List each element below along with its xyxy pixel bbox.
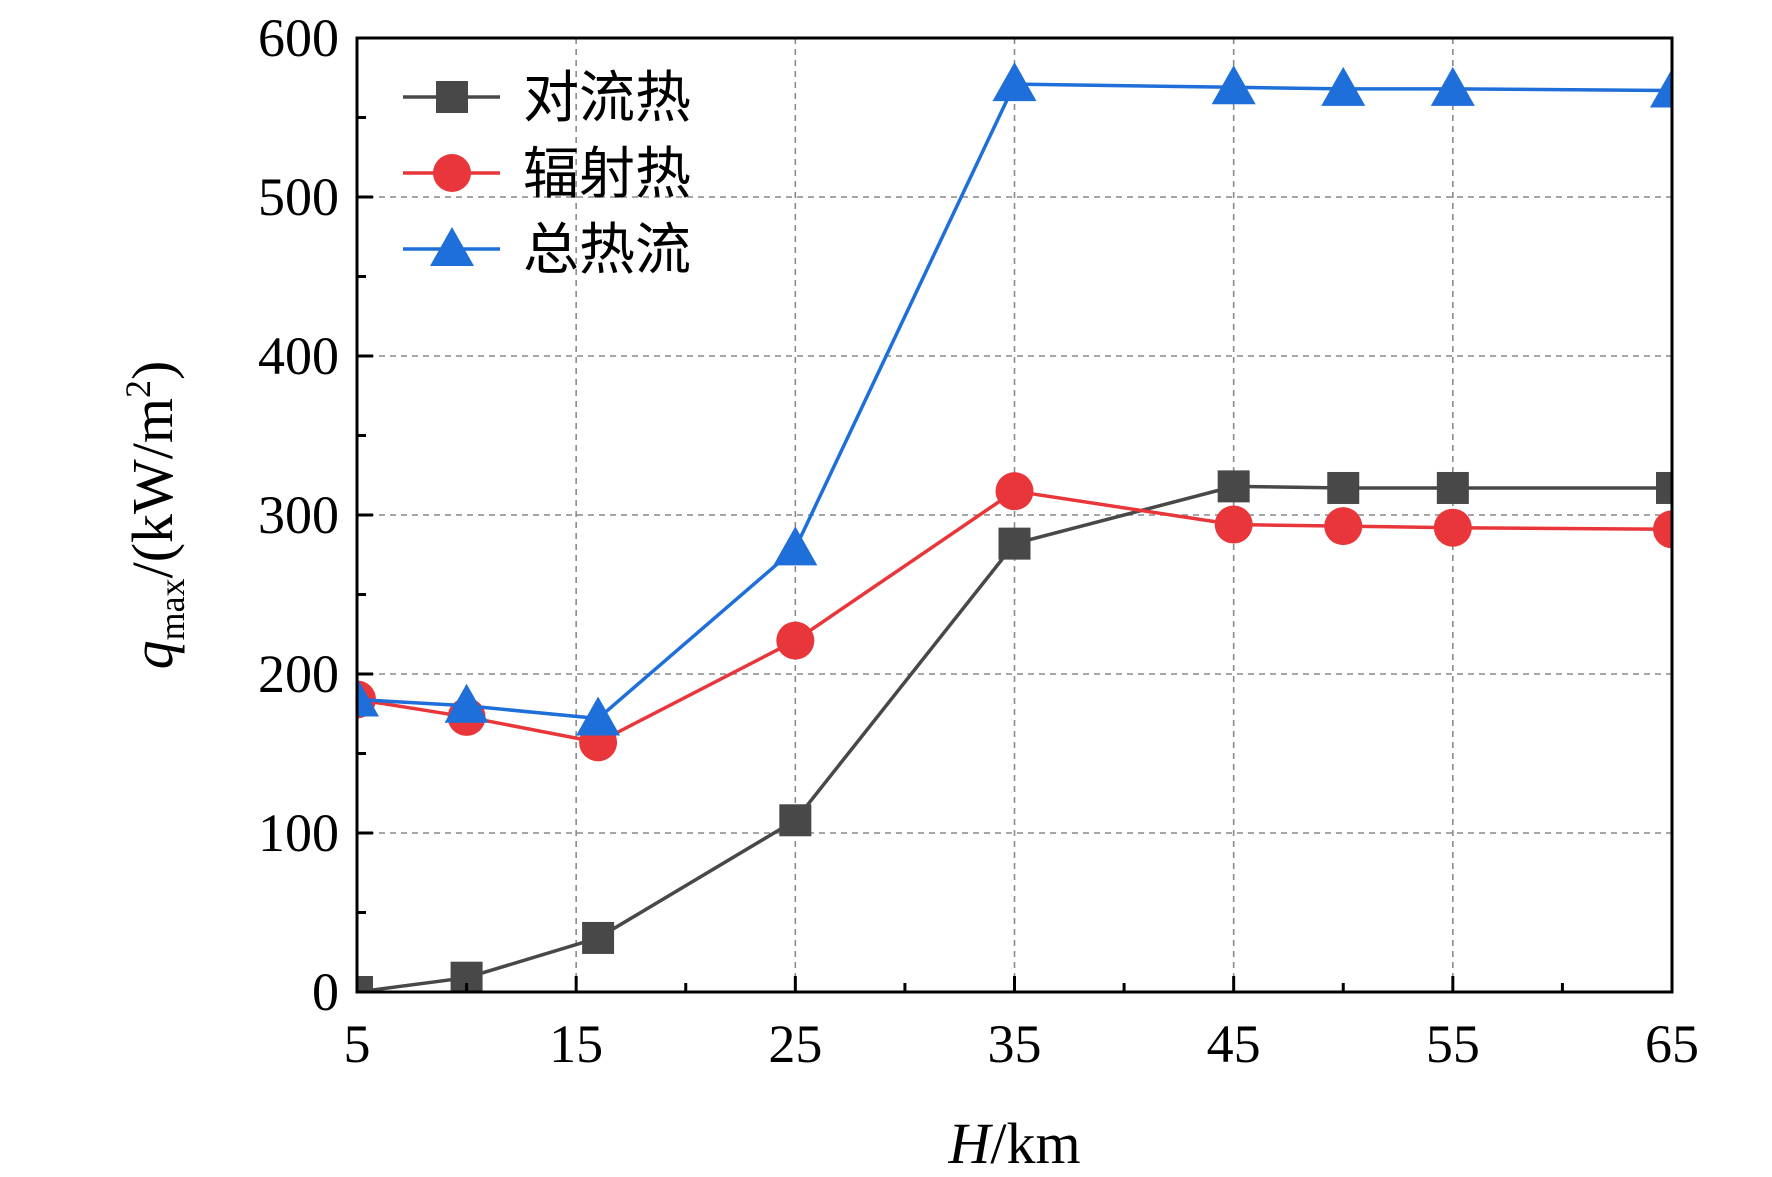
data-point bbox=[998, 527, 1031, 560]
data-point bbox=[779, 804, 812, 837]
x-tick-label: 35 bbox=[988, 1014, 1042, 1074]
data-point bbox=[773, 526, 818, 566]
data-point bbox=[357, 677, 379, 717]
data-point bbox=[995, 472, 1034, 511]
y-axis-title-subscript: max bbox=[152, 578, 192, 640]
data-point bbox=[1653, 510, 1672, 549]
y-axis-title-superscript: 2 bbox=[118, 380, 158, 398]
y-tick-label: 600 bbox=[258, 8, 339, 68]
legend-marker bbox=[433, 154, 471, 192]
legend-marker bbox=[430, 227, 474, 266]
x-tick-label: 5 bbox=[344, 1014, 371, 1074]
series-1 bbox=[357, 470, 1672, 992]
tick-labels: 5 15 25 35 45 55 65 0 100 200 300 400 500 600 bbox=[258, 8, 1699, 1074]
legend-label: 对流热 bbox=[523, 66, 691, 131]
data-point bbox=[582, 921, 615, 954]
data-point bbox=[1217, 470, 1250, 503]
x-axis-title: H/km bbox=[947, 1111, 1080, 1176]
data-point bbox=[1327, 471, 1360, 504]
data-point bbox=[1324, 507, 1363, 546]
x-tick-label: 15 bbox=[549, 1014, 603, 1074]
x-tick-label: 25 bbox=[768, 1014, 822, 1074]
y-tick-label: 300 bbox=[258, 485, 339, 545]
data-point bbox=[1321, 66, 1366, 106]
data-point bbox=[992, 62, 1037, 102]
x-axis-title-var: H bbox=[947, 1111, 993, 1176]
x-tick-label: 45 bbox=[1207, 1014, 1261, 1074]
legend-item: 对流热 bbox=[403, 66, 691, 131]
legend-marker bbox=[436, 81, 468, 113]
y-tick-label: 0 bbox=[312, 962, 339, 1022]
data-point bbox=[1436, 471, 1469, 504]
legend-label: 辐射热 bbox=[523, 142, 691, 207]
data-point bbox=[1656, 471, 1672, 504]
x-axis-title-unit: /km bbox=[990, 1111, 1080, 1176]
series-line bbox=[357, 484, 1672, 992]
series-layer bbox=[357, 62, 1672, 992]
data-point bbox=[1433, 508, 1472, 547]
y-axis-title-var: q bbox=[120, 640, 185, 669]
data-point bbox=[1214, 505, 1253, 544]
data-point bbox=[444, 683, 489, 723]
data-point bbox=[776, 621, 815, 660]
y-axis-title-unit: /(kW/m bbox=[120, 398, 185, 578]
data-point bbox=[357, 976, 373, 992]
y-tick-label: 500 bbox=[258, 167, 339, 227]
axis-ticks bbox=[355, 36, 1674, 994]
x-tick-label: 55 bbox=[1426, 1014, 1480, 1074]
legend-item: 辐射热 bbox=[403, 142, 691, 207]
x-tick-label: 65 bbox=[1645, 1014, 1699, 1074]
y-tick-label: 200 bbox=[258, 644, 339, 704]
y-axis-title-close: ) bbox=[120, 361, 185, 380]
data-point bbox=[576, 696, 621, 736]
series-3 bbox=[357, 62, 1672, 736]
y-tick-label: 400 bbox=[258, 326, 339, 386]
y-axis-title: qmax/(kW/m2) bbox=[118, 361, 192, 670]
data-point bbox=[1211, 65, 1256, 105]
y-tick-label: 100 bbox=[258, 803, 339, 863]
data-point bbox=[1430, 66, 1475, 106]
data-point bbox=[1650, 68, 1672, 108]
legend-label: 总热流 bbox=[523, 218, 691, 283]
legend-item: 总热流 bbox=[403, 218, 691, 283]
